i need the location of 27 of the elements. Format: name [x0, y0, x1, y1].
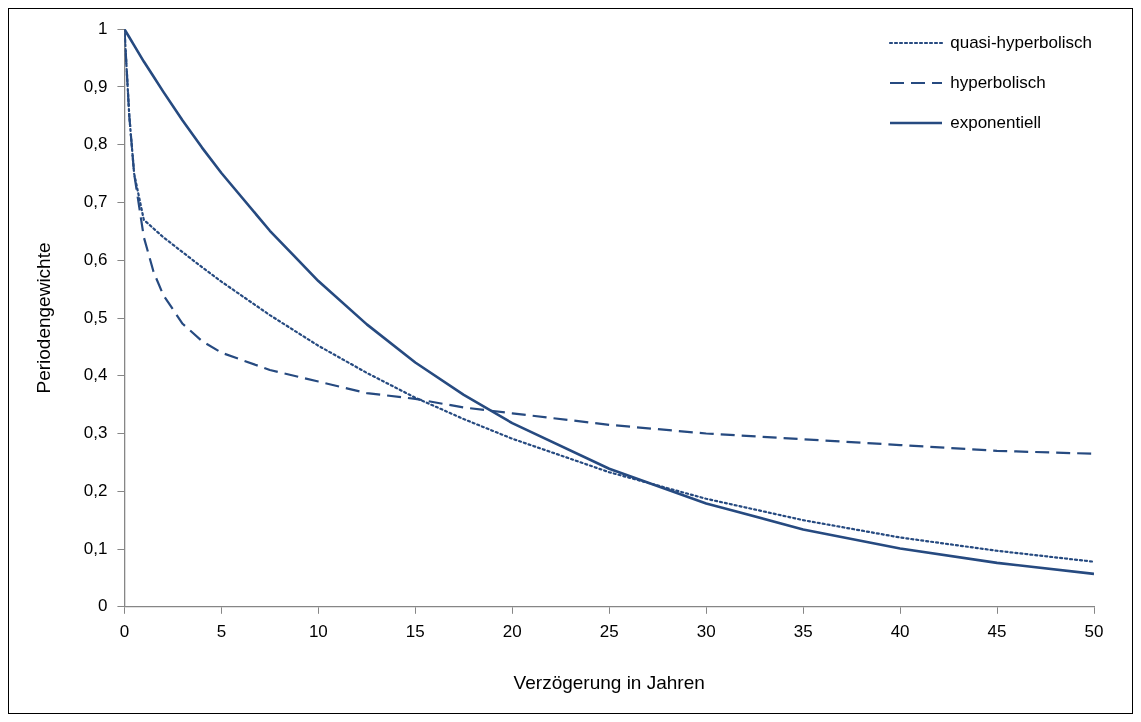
x-tick-label: 5	[216, 621, 227, 641]
x-tick-label: 10	[308, 621, 328, 641]
y-tick-label: 0,8	[83, 134, 108, 154]
x-tick-label: 35	[793, 621, 813, 641]
y-tick-label: 0,6	[83, 249, 108, 269]
y-tick-label: 0,5	[83, 307, 108, 327]
x-tick-label: 15	[405, 621, 425, 641]
x-axis-title: Verzögerung in Jahren	[513, 671, 705, 693]
legend-label: hyperbolisch	[950, 73, 1046, 93]
y-tick-label: 0,1	[83, 538, 108, 558]
y-tick-label: 0,2	[83, 480, 108, 500]
x-tick-label: 45	[987, 621, 1007, 641]
y-axis-title: Periodengewichte	[32, 242, 54, 394]
legend-label: exponentiell	[950, 113, 1041, 133]
y-tick-label: 0,4	[83, 365, 108, 385]
x-tick-label: 0	[119, 621, 130, 641]
x-tick-label: 25	[599, 621, 619, 641]
y-tick-label: 0,9	[83, 76, 108, 96]
y-tick-label: 0,7	[83, 192, 108, 212]
x-tick-label: 50	[1084, 621, 1104, 641]
y-tick-label: 0	[97, 596, 108, 616]
y-tick-label: 0,3	[83, 423, 108, 443]
y-tick-label: 1	[97, 18, 108, 38]
legend-label: quasi-hyperbolisch	[950, 33, 1092, 53]
x-tick-label: 30	[696, 621, 716, 641]
x-tick-label: 20	[502, 621, 522, 641]
x-tick-label: 40	[890, 621, 910, 641]
